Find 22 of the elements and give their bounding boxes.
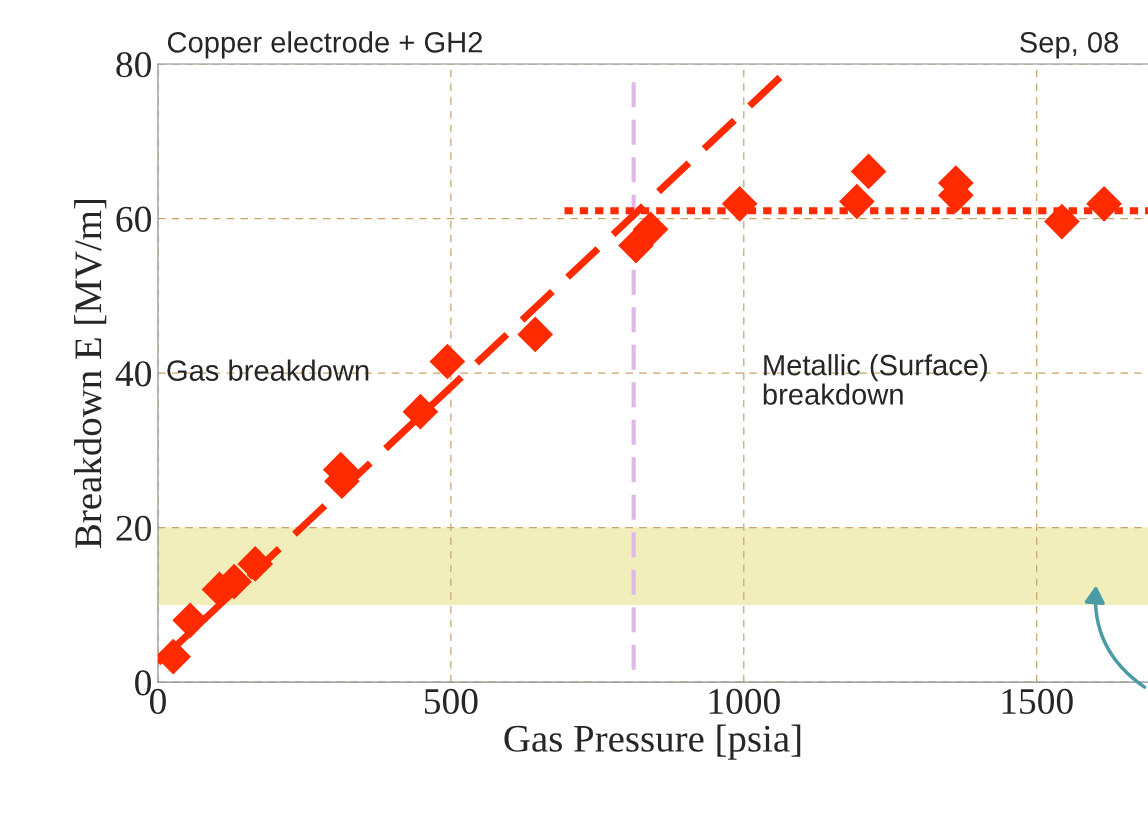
point <box>850 153 887 190</box>
point <box>402 393 439 430</box>
point <box>429 343 466 380</box>
y-axis-title: Breakdown E [MV/m] <box>74 199 107 548</box>
y-tick-label: 60 <box>116 206 151 232</box>
point <box>632 211 669 248</box>
text: Sep, 08 <box>1020 32 1119 59</box>
y-tick-label: 40 <box>115 361 151 387</box>
x-tick-label: 500 <box>424 688 478 715</box>
y-tick-label: 0 <box>135 670 151 696</box>
y-tick-label: 20 <box>116 515 151 541</box>
y-tick-label: 80 <box>116 52 151 78</box>
x-tick-label: 1500 <box>1002 688 1073 715</box>
annotation: Metallic (Surface) breakdown <box>763 354 987 405</box>
point <box>839 183 875 220</box>
annotation: Gas breakdown <box>167 359 369 381</box>
point <box>1044 203 1080 240</box>
point <box>517 316 554 353</box>
x-tick-label: 1000 <box>709 688 780 715</box>
x-axis-title: Gas Pressure [psia] <box>504 724 801 760</box>
chart-title: Copper electrode + GH2 <box>167 31 482 59</box>
point <box>172 602 209 639</box>
